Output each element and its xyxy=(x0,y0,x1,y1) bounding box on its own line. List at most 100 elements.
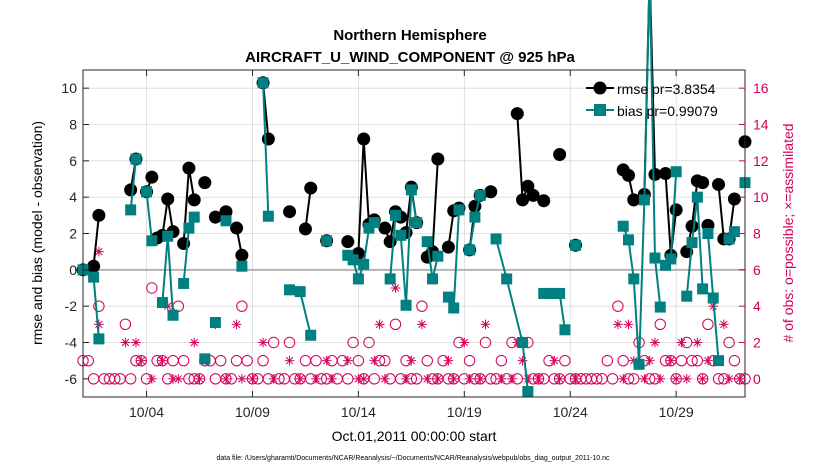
asterisk-stroke xyxy=(672,375,680,383)
bias-point xyxy=(442,291,454,303)
obs-assimilated-marker xyxy=(401,374,411,384)
bias-point xyxy=(405,184,417,196)
obs-possible-marker xyxy=(628,373,640,385)
bias-point xyxy=(162,230,174,242)
bias-point xyxy=(368,217,380,229)
bias-point xyxy=(220,215,232,227)
rmse-point xyxy=(484,185,498,199)
obs-assimilated-marker xyxy=(666,355,676,366)
legend-bias-label: bias pr=0.99079 xyxy=(617,103,718,119)
bias-point xyxy=(490,233,502,245)
obs-possible-marker xyxy=(257,354,269,367)
asterisk-stroke xyxy=(359,375,368,383)
bias-point xyxy=(649,252,661,264)
obs-possible-marker xyxy=(246,373,259,385)
rmse-point xyxy=(685,219,699,233)
bias-point xyxy=(654,301,666,313)
obs-possible-marker xyxy=(283,336,296,349)
asterisk-stroke xyxy=(328,375,336,383)
obs-assimilated-marker xyxy=(549,355,560,366)
obs-possible-marker xyxy=(712,373,725,385)
bias-line xyxy=(129,158,137,210)
bias-point xyxy=(125,204,137,216)
y2-tick-label: 6 xyxy=(753,262,761,278)
bias-point xyxy=(713,355,725,367)
bias-point xyxy=(167,309,179,321)
bias-point xyxy=(670,166,682,178)
obs-assimilated-marker xyxy=(475,374,485,384)
obs-possible-marker xyxy=(495,354,508,367)
bias-line xyxy=(262,82,270,217)
obs-assimilated-marker xyxy=(719,319,729,330)
obs-assimilated-marker xyxy=(464,374,475,384)
obs-assimilated-marker xyxy=(369,355,380,366)
rmse-point xyxy=(378,221,392,235)
obs-assimilated-marker xyxy=(131,337,141,348)
obs-assimilated-marker xyxy=(554,374,565,384)
chart-title: Northern Hemisphere xyxy=(333,27,486,44)
bias-point xyxy=(660,259,672,271)
bias-point xyxy=(209,317,221,329)
obs-possible-marker xyxy=(93,300,105,312)
axes: 10/04 10/09 10/14 10/19 10/24 10/29 -6 -4 -2 0 2 4 6… xyxy=(61,70,769,420)
obs-assimilated-marker xyxy=(173,374,184,384)
obs-assimilated-marker xyxy=(496,374,507,384)
asterisk-stroke xyxy=(550,356,559,365)
bias-point xyxy=(622,234,634,246)
obs-possible-marker xyxy=(485,373,497,385)
asterisk-stroke xyxy=(693,338,702,347)
asterisk-stroke xyxy=(296,375,304,383)
obs-assimilated-marker xyxy=(390,283,401,293)
y2-tick-label: 10 xyxy=(753,189,769,205)
bias-point xyxy=(501,273,513,285)
bias-point xyxy=(691,191,703,203)
bias-point xyxy=(432,250,444,262)
bias-point xyxy=(188,211,200,223)
rmse-point xyxy=(304,181,318,195)
bias-point xyxy=(305,329,317,341)
x-tick-label: 10/24 xyxy=(553,404,588,420)
obs-possible-marker xyxy=(146,282,158,294)
bias-point xyxy=(707,292,719,304)
obs-possible-marker xyxy=(352,354,365,367)
bias-series xyxy=(77,0,751,398)
bias-line xyxy=(399,189,418,306)
asterisk-stroke xyxy=(645,356,654,365)
asterisk-stroke xyxy=(232,320,241,329)
asterisk-stroke xyxy=(481,320,490,329)
y-tick-label: -4 xyxy=(65,335,78,351)
obs-assimilated-marker xyxy=(284,355,295,366)
obs-assimilated-marker xyxy=(380,374,390,384)
bias-point xyxy=(702,228,714,239)
asterisk-stroke xyxy=(248,375,257,383)
bias-point xyxy=(156,297,168,309)
obs-possible-marker xyxy=(691,354,704,367)
legend-rmse-marker xyxy=(593,81,607,95)
obs-possible-marker xyxy=(532,373,545,385)
obs-assimilated-marker xyxy=(258,337,268,348)
y-tick-label: 6 xyxy=(69,153,77,169)
obs-assimilated-marker xyxy=(676,337,687,348)
bias-point xyxy=(321,235,333,247)
obs-assimilated-marker xyxy=(644,355,655,366)
obs-markers xyxy=(77,246,751,385)
obs-assimilated-marker xyxy=(295,374,305,384)
obs-possible-marker xyxy=(606,373,619,385)
y2-axis-label: # of obs: o=possible; ×=assimilated xyxy=(780,123,796,342)
chart-subtitle: AIRCRAFT_U_WIND_COMPONENT @ 925 hPa xyxy=(245,49,575,66)
bias-point xyxy=(628,273,640,285)
x-tick-label: 10/29 xyxy=(659,404,694,420)
asterisk-stroke xyxy=(476,375,484,383)
y-tick-label: -6 xyxy=(65,371,78,387)
obs-assimilated-marker xyxy=(136,355,147,366)
obs-possible-marker xyxy=(654,318,666,331)
bias-point xyxy=(453,204,465,216)
y2-tick-label: 0 xyxy=(753,371,761,387)
rmse-point xyxy=(261,132,275,146)
asterisk-stroke xyxy=(497,375,506,383)
obs-assimilated-marker xyxy=(655,374,666,384)
asterisk-stroke xyxy=(322,356,331,365)
rmse-point xyxy=(161,192,175,206)
rmse-point xyxy=(124,183,138,197)
bias-line xyxy=(495,238,529,392)
